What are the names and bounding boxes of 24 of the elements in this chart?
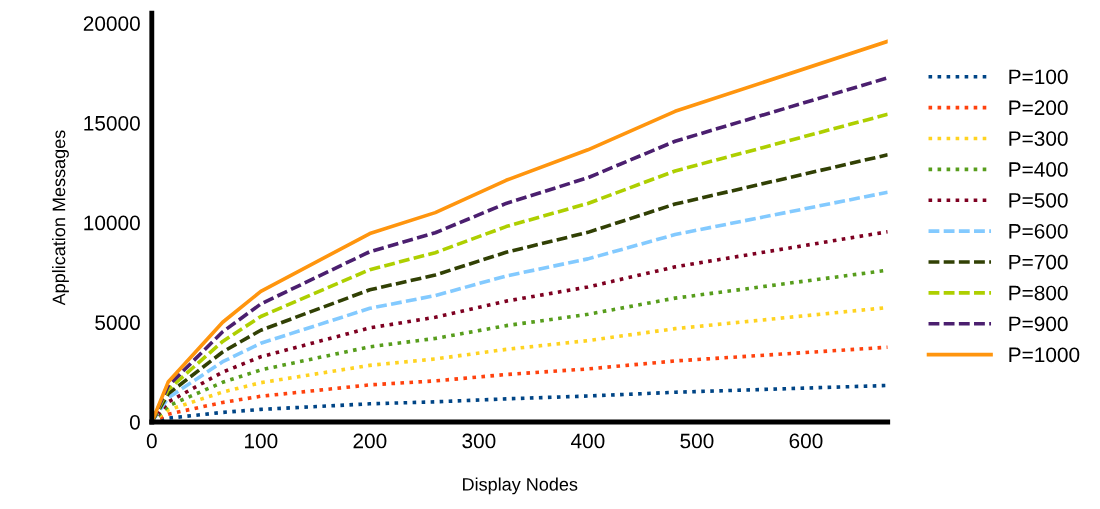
legend-label: P=900	[1009, 316, 1068, 332]
y-tick-label: 10000	[84, 215, 140, 231]
legend-label: P=400	[1009, 162, 1068, 177]
legend-label: P=600	[1009, 223, 1068, 239]
legend-label: P=700	[1009, 254, 1068, 270]
x-tick-label: 100	[245, 433, 278, 449]
x-tick-label: 400	[570, 433, 605, 449]
legend-label: P=500	[1009, 193, 1068, 208]
y-tick-label: 15000	[84, 115, 140, 131]
x-axis-title: Display Nodes	[463, 477, 578, 495]
legend-label: P=1000	[1009, 347, 1080, 363]
x-tick-label: 600	[789, 433, 823, 449]
y-tick-label: 5000	[95, 315, 140, 331]
x-tick-label: 200	[353, 433, 387, 449]
legend-label: P=300	[1009, 131, 1068, 146]
y-tick-label: 0	[129, 414, 140, 430]
y-tick-label: 20000	[83, 16, 140, 31]
legend-label: P=200	[1009, 100, 1068, 116]
legend-label: P=800	[1009, 285, 1068, 301]
legend-label: P=100	[1009, 69, 1068, 85]
x-tick-label: 0	[146, 433, 157, 449]
x-tick-label: 500	[680, 433, 714, 449]
y-axis-title: Application Messages	[52, 130, 69, 306]
x-tick-label: 300	[462, 433, 496, 449]
